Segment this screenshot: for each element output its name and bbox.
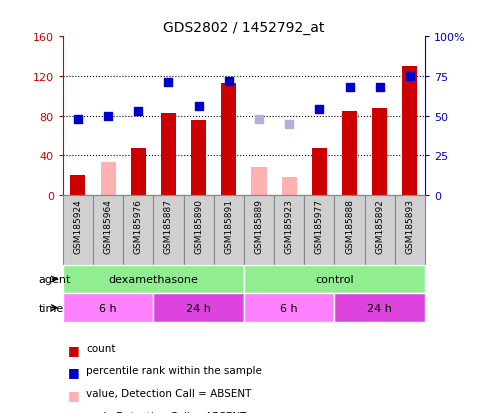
Bar [365, 195, 395, 265]
Bar [154, 195, 184, 265]
Bar [93, 195, 123, 265]
Point [376, 85, 384, 91]
Bar [274, 195, 304, 265]
Bar [244, 195, 274, 265]
Text: GSM185964: GSM185964 [103, 199, 113, 254]
Title: GDS2802 / 1452792_at: GDS2802 / 1452792_at [163, 21, 325, 35]
Bar [71, 176, 85, 195]
Text: GSM185891: GSM185891 [224, 199, 233, 254]
Point [225, 78, 233, 85]
Bar [63, 195, 93, 265]
Point [285, 121, 293, 128]
Bar [334, 294, 425, 322]
Text: GSM185923: GSM185923 [284, 199, 294, 254]
Bar [334, 195, 365, 265]
Text: ■: ■ [68, 388, 79, 401]
Bar [342, 112, 357, 195]
Point [406, 74, 414, 80]
Point [165, 80, 172, 86]
Text: agent: agent [39, 274, 71, 285]
Text: ■: ■ [68, 366, 79, 378]
Bar [312, 149, 327, 195]
Bar [100, 163, 115, 195]
Bar [282, 178, 297, 195]
Text: count: count [86, 343, 115, 353]
Text: dexamethasone: dexamethasone [108, 274, 199, 285]
Point [74, 116, 82, 123]
Bar [191, 120, 206, 195]
Text: ■: ■ [68, 411, 79, 413]
Point [255, 116, 263, 123]
Text: GSM185890: GSM185890 [194, 199, 203, 254]
Point [134, 108, 142, 115]
Bar [161, 113, 176, 195]
Bar [63, 265, 244, 294]
Text: GSM185893: GSM185893 [405, 199, 414, 254]
Bar [184, 195, 213, 265]
Text: GSM185888: GSM185888 [345, 199, 354, 254]
Text: GSM185976: GSM185976 [134, 199, 143, 254]
Bar [244, 265, 425, 294]
Text: GSM185977: GSM185977 [315, 199, 324, 254]
Bar [372, 109, 387, 195]
Text: percentile rank within the sample: percentile rank within the sample [86, 366, 262, 375]
Text: GSM185889: GSM185889 [255, 199, 264, 254]
Text: 24 h: 24 h [186, 303, 211, 313]
Text: ■: ■ [68, 343, 79, 356]
Text: GSM185924: GSM185924 [73, 199, 83, 254]
Text: 24 h: 24 h [367, 303, 392, 313]
Bar [63, 294, 154, 322]
Text: rank, Detection Call = ABSENT: rank, Detection Call = ABSENT [86, 411, 246, 413]
Text: time: time [39, 303, 64, 313]
Bar [402, 67, 417, 195]
Text: 6 h: 6 h [99, 303, 117, 313]
Bar [395, 195, 425, 265]
Bar [304, 195, 334, 265]
Text: control: control [315, 274, 354, 285]
Text: GSM185887: GSM185887 [164, 199, 173, 254]
Bar [252, 168, 267, 195]
Point [195, 104, 202, 110]
Point [104, 113, 112, 120]
Bar [213, 195, 244, 265]
Bar [154, 294, 244, 322]
Text: GSM185892: GSM185892 [375, 199, 384, 254]
Bar [131, 149, 146, 195]
Point [346, 85, 354, 91]
Text: value, Detection Call = ABSENT: value, Detection Call = ABSENT [86, 388, 251, 398]
Point [315, 107, 323, 113]
Bar [244, 294, 334, 322]
Bar [221, 84, 236, 195]
Text: 6 h: 6 h [281, 303, 298, 313]
Bar [123, 195, 154, 265]
